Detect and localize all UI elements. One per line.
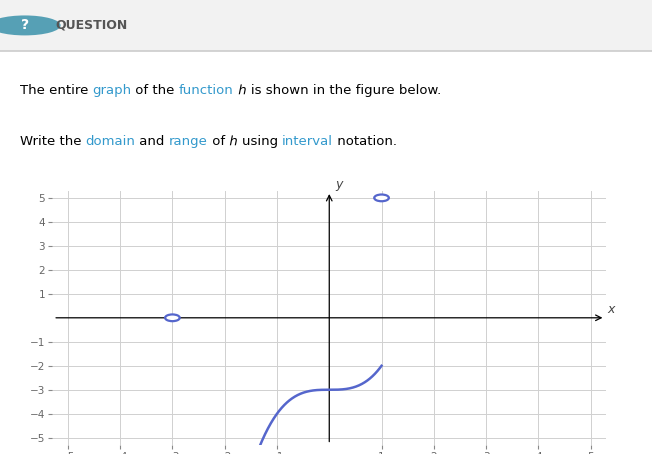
Text: y: y bbox=[336, 178, 343, 191]
Text: ?: ? bbox=[21, 19, 29, 32]
Circle shape bbox=[0, 15, 61, 35]
Text: interval: interval bbox=[282, 135, 333, 148]
Text: notation.: notation. bbox=[333, 135, 397, 148]
Text: ℎ is shown in the figure below.: ℎ is shown in the figure below. bbox=[233, 84, 441, 97]
Circle shape bbox=[165, 315, 180, 321]
Text: The entire: The entire bbox=[20, 84, 92, 97]
Text: domain: domain bbox=[85, 135, 135, 148]
Circle shape bbox=[374, 194, 389, 201]
Bar bbox=[0, 0, 652, 51]
Text: of ℎ using: of ℎ using bbox=[208, 135, 282, 148]
Text: of the: of the bbox=[131, 84, 179, 97]
Text: graph: graph bbox=[92, 84, 131, 97]
Text: range: range bbox=[169, 135, 208, 148]
Text: and: and bbox=[135, 135, 169, 148]
Text: x: x bbox=[608, 303, 615, 316]
Text: QUESTION: QUESTION bbox=[55, 19, 128, 32]
Text: Write the: Write the bbox=[20, 135, 85, 148]
Text: function: function bbox=[179, 84, 233, 97]
